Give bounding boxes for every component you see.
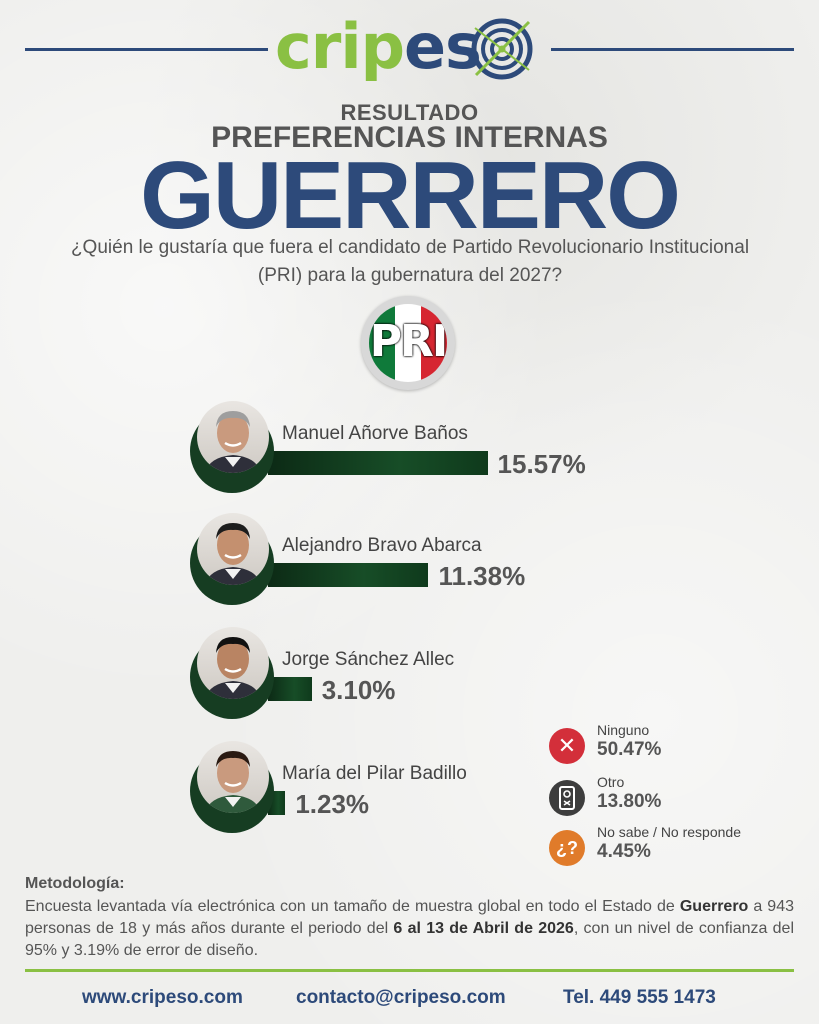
candidate-photo [197, 627, 269, 699]
candidate-row: Jorge Sánchez Allec 3.10% [0, 621, 819, 741]
option-value-label: 50.47% [597, 739, 662, 760]
ballot-icon [549, 780, 585, 816]
candidate-bar [268, 451, 488, 475]
candidate-photo [197, 741, 269, 813]
candidate-value-label: 1.23% [295, 789, 370, 819]
subtitle-resultado: RESULTADO [340, 100, 479, 125]
candidate-row: María del Pilar Badillo 1.23% [0, 735, 819, 855]
candidate-bar [268, 563, 429, 587]
footer-divider [25, 969, 794, 972]
party-logo-letters: PRI [369, 316, 447, 367]
subtitle-preferencias: PREFERENCIAS INTERNAS [211, 121, 608, 154]
logo-text-part2: es [403, 10, 482, 83]
methodology-title: Metodología: [25, 875, 125, 892]
option-label: No sabe / No responde [597, 824, 741, 840]
footer-email[interactable]: contacto@cripeso.com [296, 987, 506, 1008]
page-title: GUERRERO [140, 142, 681, 249]
x-icon: ✕ [549, 728, 585, 764]
candidate-row: Alejandro Bravo Abarca 11.38% [0, 507, 819, 627]
candidate-bar [268, 677, 312, 701]
option-label: Ninguno [597, 722, 650, 738]
footer-website[interactable]: www.cripeso.com [82, 987, 243, 1008]
candidate-name: Jorge Sánchez Allec [282, 649, 455, 670]
brand-logo: cripes [275, 12, 545, 84]
candidate-name: Manuel Añorve Baños [282, 423, 468, 444]
question-icon: ¿? [549, 830, 585, 866]
methodology-text: Encuesta levantada vía electrónica con u… [25, 898, 795, 959]
survey-question: ¿Quién le gustaría que fuera el candidat… [70, 237, 750, 286]
logo-text-part1: crip [275, 10, 405, 83]
candidate-name: María del Pilar Badillo [282, 763, 467, 784]
option-label: Otro [597, 774, 625, 790]
candidate-photo [197, 513, 269, 585]
party-logo: PRI [361, 296, 455, 390]
header-line-left [25, 48, 268, 51]
candidate-value-label: 3.10% [321, 675, 396, 705]
target-icon [471, 18, 533, 80]
header-line-right [551, 48, 794, 51]
candidate-row: Manuel Añorve Baños 15.57% [0, 395, 819, 515]
footer-phone[interactable]: Tel. 449 555 1473 [563, 987, 716, 1008]
candidate-photo [197, 401, 269, 473]
option-value-label: 4.45% [597, 841, 651, 862]
candidate-value-label: 11.38% [438, 561, 526, 591]
candidate-name: Alejandro Bravo Abarca [282, 535, 482, 556]
candidate-value-label: 15.57% [497, 449, 586, 479]
option-value-label: 13.80% [597, 791, 662, 812]
